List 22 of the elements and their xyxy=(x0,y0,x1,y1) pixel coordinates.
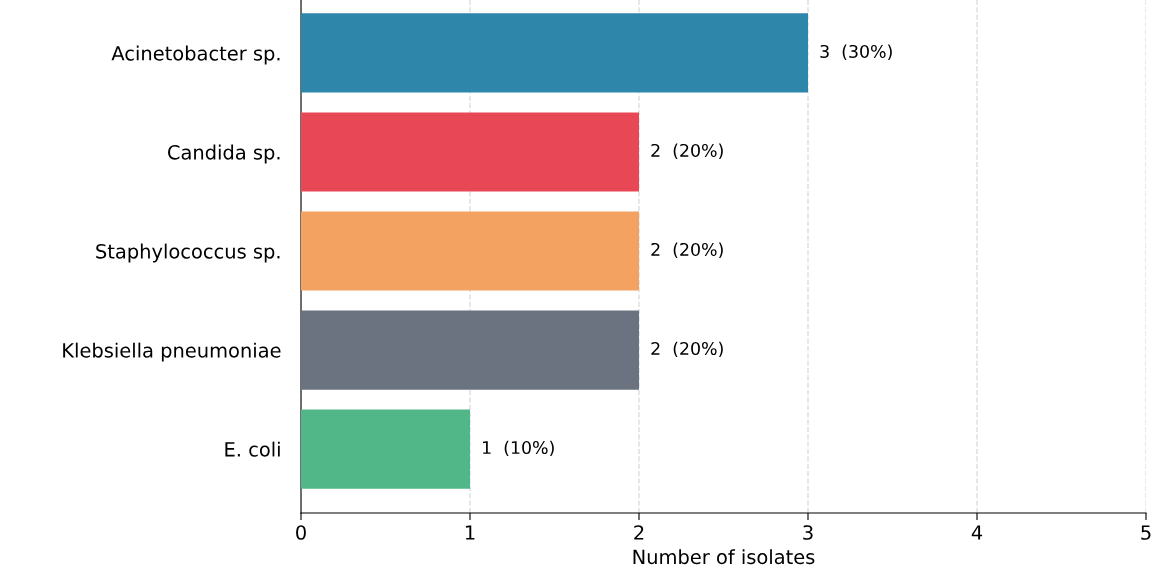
y-tick-label: E. coli xyxy=(225,441,280,457)
bar xyxy=(301,211,639,291)
x-tick-label: 0 xyxy=(296,525,306,540)
x-tick-label: 2 xyxy=(634,525,644,540)
bar xyxy=(301,112,639,192)
y-tick-label: Acinetobacter sp. xyxy=(111,45,280,65)
y-tick-label: Candida sp. xyxy=(167,144,280,164)
data-label: 2 (20%) xyxy=(651,341,723,358)
y-tick-label: Klebsiella pneumoniae xyxy=(63,342,281,362)
x-tick-label: 1 xyxy=(465,525,475,540)
x-tick-label: 4 xyxy=(971,525,983,540)
x-axis-title: Number of isolates xyxy=(633,549,815,565)
x-tick-label: 5 xyxy=(1141,525,1151,540)
data-label: 3 (30%) xyxy=(820,44,892,61)
bar xyxy=(301,409,470,489)
x-tick-label: 3 xyxy=(803,525,813,540)
bar xyxy=(301,13,808,93)
y-tick-label: Staphylococcus sp. xyxy=(96,243,280,263)
bar xyxy=(301,310,639,390)
data-label: 1 (10%) xyxy=(483,440,554,457)
data-label: 2 (20%) xyxy=(651,143,723,160)
data-label: 2 (20%) xyxy=(651,242,723,259)
